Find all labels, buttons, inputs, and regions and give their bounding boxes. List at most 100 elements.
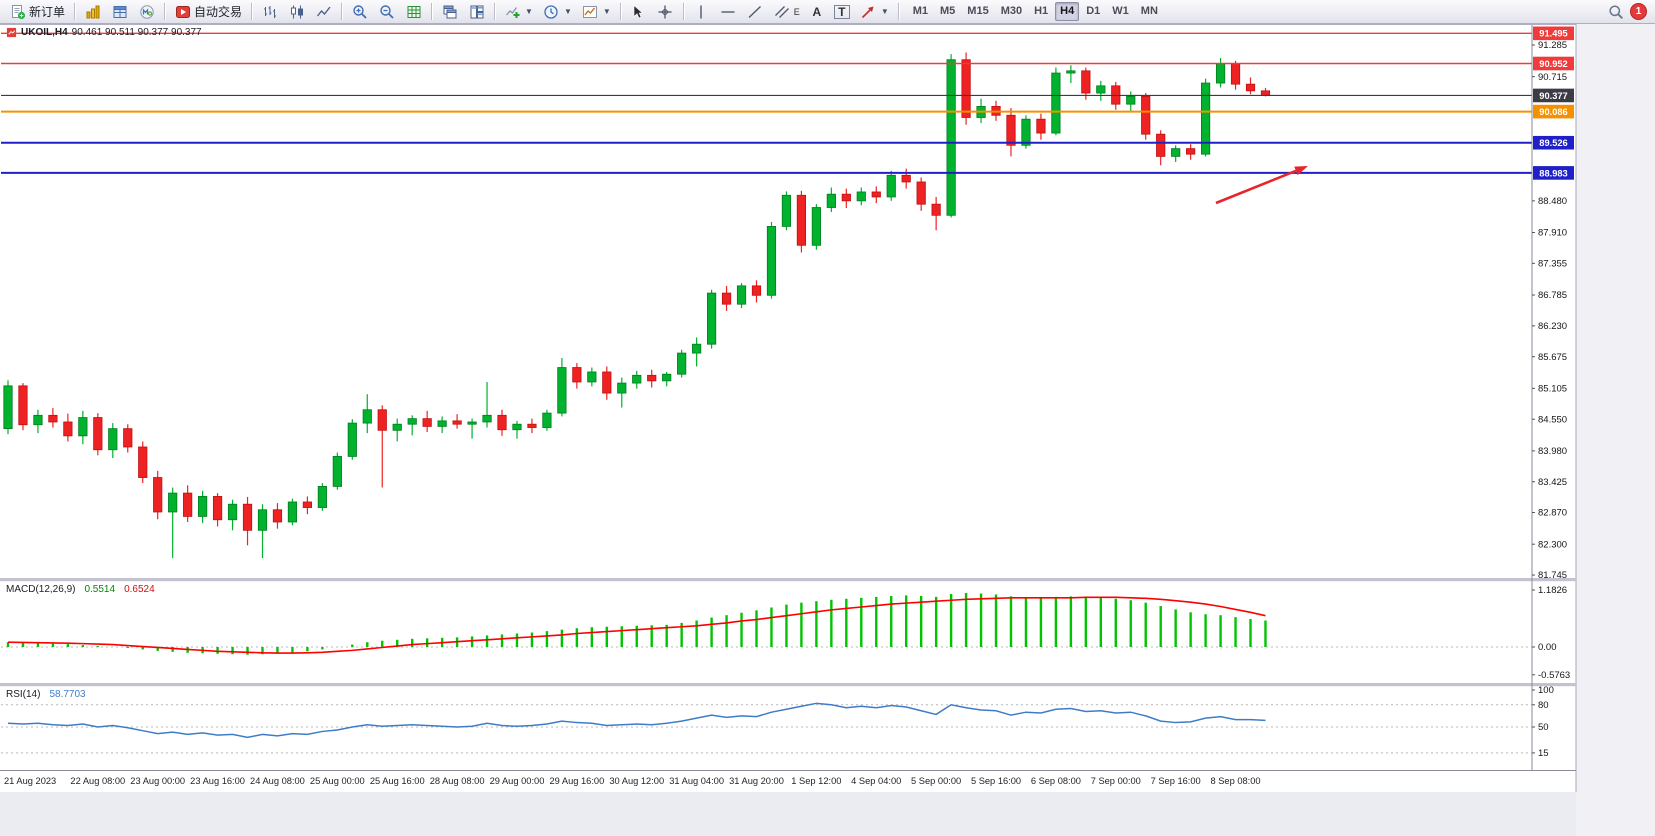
svg-text:29 Aug 16:00: 29 Aug 16:00 [549,776,604,786]
svg-text:80: 80 [1538,700,1549,711]
tile-windows-icon [468,3,485,20]
svg-text:86.785: 86.785 [1538,290,1567,301]
tile-grid-button[interactable] [401,2,426,22]
svg-text:81.745: 81.745 [1538,570,1567,581]
svg-text:91.495: 91.495 [1539,29,1567,39]
vertical-line-tool-button[interactable] [689,2,714,22]
timeframe-toolbar: M1 M5 M15 M30 H1 H4 D1 W1 MN [907,2,1164,21]
text-tool-button[interactable]: A [806,2,828,22]
periods-button[interactable]: ▼ [539,2,576,22]
dropdown-caret-icon: ▼ [525,7,533,16]
svg-text:23 Aug 16:00: 23 Aug 16:00 [190,776,245,786]
price-scale[interactable] [1532,25,1576,770]
zoom-out-button[interactable] [374,2,399,22]
svg-text:24 Aug 08:00: 24 Aug 08:00 [250,776,305,786]
cascade-windows-button[interactable] [437,2,462,22]
svg-text:85.675: 85.675 [1538,352,1567,363]
svg-text:4 Sep 04:00: 4 Sep 04:00 [851,776,901,786]
svg-text:90.715: 90.715 [1538,72,1567,83]
svg-text:87.910: 87.910 [1538,228,1567,239]
zoom-in-button[interactable] [347,2,372,22]
svg-text:89.526: 89.526 [1539,138,1567,148]
indicators-button[interactable]: ▼ [500,2,537,22]
main-chart-panel[interactable] [0,25,1532,578]
svg-text:25 Aug 16:00: 25 Aug 16:00 [370,776,425,786]
svg-text:100: 100 [1538,685,1554,696]
chart-header: UKOIL,H4 90.461 90.511 90.377 90.377 [6,27,202,38]
auto-trading-button[interactable]: 自动交易 [170,2,246,22]
symbol-icon [6,27,17,38]
svg-text:90.086: 90.086 [1539,107,1567,117]
toolbar-separator [164,3,166,20]
data-window-button[interactable] [107,2,132,22]
tf-button-D1[interactable]: D1 [1086,5,1101,17]
svg-text:90.952: 90.952 [1539,59,1567,69]
candlestick-type-button[interactable] [284,2,309,22]
mql5-community-button[interactable] [134,2,159,22]
svg-text:82.870: 82.870 [1538,508,1567,519]
bar-chart-type-button[interactable] [257,2,282,22]
tf-button-M5[interactable]: M5 [940,5,956,17]
toolbar-separator [494,3,496,20]
svg-text:85.105: 85.105 [1538,384,1567,395]
candlestick-icon [288,3,305,20]
svg-text:7 Sep 00:00: 7 Sep 00:00 [1091,776,1141,786]
chart-template-icon [582,3,599,20]
cursor-tool-button[interactable] [626,2,651,22]
trendline-tool-button[interactable] [743,2,768,22]
tf-button-M15[interactable]: M15 [967,5,989,17]
horizontal-line-tool-button[interactable] [716,2,741,22]
new-order-icon [9,3,26,20]
macd-main-value: 0.5514 [84,584,116,595]
dropdown-caret-icon: ▼ [880,7,889,16]
new-order-button[interactable]: 新订单 [5,2,69,22]
dropdown-caret-icon: ▼ [563,7,572,16]
tf-button-MN[interactable]: MN [1140,5,1158,17]
auto-trading-icon [174,3,191,20]
svg-text:83.425: 83.425 [1538,477,1567,488]
svg-text:87.355: 87.355 [1538,259,1567,270]
tile-windows-button[interactable] [464,2,489,22]
toolbar-separator [682,3,684,20]
crosshair-tool-button[interactable] [653,2,678,22]
main-toolbar: 新订单 自动交易 [0,0,1655,24]
search-icon[interactable] [1607,3,1624,20]
crosshair-icon [657,3,674,20]
ohlc-bars-icon [261,3,278,20]
market-watch-button[interactable] [80,2,105,22]
svg-text:8 Sep 08:00: 8 Sep 08:00 [1210,776,1260,786]
svg-text:31 Aug 20:00: 31 Aug 20:00 [729,776,784,786]
equidistant-channel-tool-button[interactable]: E [770,2,804,22]
arrows-tool-button[interactable]: ▼ [856,2,893,22]
tf-button-H4[interactable]: H4 [1055,2,1080,21]
svg-text:6 Sep 08:00: 6 Sep 08:00 [1031,776,1081,786]
data-window-icon [111,3,128,20]
line-chart-type-button[interactable] [311,2,336,22]
tf-button-H1[interactable]: H1 [1034,5,1049,17]
rsi-name: RSI(14) [6,689,41,700]
trendline-icon [747,3,764,20]
notification-badge[interactable]: 1 [1630,3,1647,20]
text-label-tool-button[interactable]: T [830,2,854,22]
svg-text:5 Sep 16:00: 5 Sep 16:00 [971,776,1021,786]
macd-panel[interactable] [0,581,1532,683]
macd-name: MACD(12,26,9) [6,584,76,595]
mql5-logo-icon [138,3,155,20]
toolbar-separator [341,3,343,20]
svg-text:7 Sep 16:00: 7 Sep 16:00 [1151,776,1201,786]
tf-button-W1[interactable]: W1 [1112,5,1129,17]
time-axis[interactable] [0,770,1532,792]
toolbar-separator [74,3,76,20]
tf-button-M30[interactable]: M30 [1000,5,1023,17]
rsi-panel[interactable] [0,686,1532,770]
templates-button[interactable]: ▼ [578,2,615,22]
horizontal-line-icon [720,3,737,20]
toolbar-separator [619,3,621,20]
svg-text:83.980: 83.980 [1538,446,1567,457]
tf-button-M1[interactable]: M1 [912,5,929,17]
svg-text:5 Sep 00:00: 5 Sep 00:00 [911,776,961,786]
zoom-out-icon [378,3,395,20]
grid-icon [405,3,422,20]
